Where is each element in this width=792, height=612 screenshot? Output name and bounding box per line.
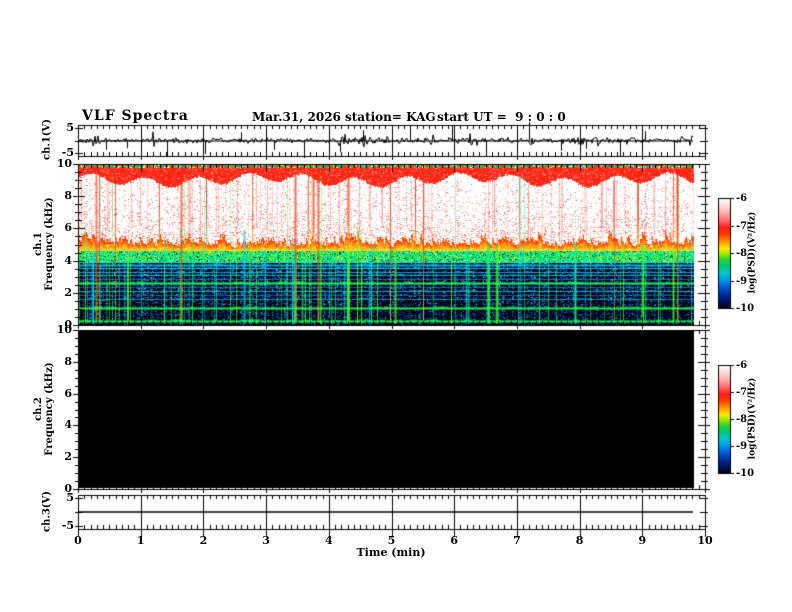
y-tick-label: 8: [64, 355, 72, 368]
x-tick-label: 6: [450, 534, 459, 547]
ch1-label-line2: Frequency (kHz): [44, 197, 55, 291]
colorbar-tick-label: -6: [736, 193, 748, 204]
colorbar-tick-label: -9: [736, 276, 748, 287]
ch2-spectrogram-ylabel: ch.2 Frequency (kHz): [33, 349, 55, 469]
y-tick-label: 4: [64, 254, 72, 267]
colorbar-tick-label: -7: [736, 221, 748, 232]
time-axis-label: Time (min): [356, 546, 426, 559]
x-tick-label: 5: [387, 534, 396, 547]
x-tick-label: 7: [513, 534, 521, 547]
y-tick-label: 8: [64, 189, 72, 202]
y-tick-label: 10: [56, 323, 72, 336]
colorbar-tick-label: -7: [736, 387, 748, 398]
y-tick-label: 0: [64, 482, 72, 495]
page-title: VLF Spectra: [82, 108, 189, 124]
station-label: station= KAG: [345, 110, 436, 124]
x-tick-label: 10: [697, 534, 713, 547]
y-tick-label: 0: [64, 318, 72, 331]
x-tick-label: 4: [324, 534, 333, 547]
y-tick-label: 10: [56, 157, 72, 170]
y-tick-label: 6: [64, 221, 72, 234]
ch1-spectrogram-ylabel: ch.1 Frequency (kHz): [33, 184, 55, 304]
x-tick-label: 9: [638, 534, 647, 547]
colorbar-tick-label: -8: [736, 248, 748, 259]
y-tick-label: 6: [64, 387, 72, 400]
colorbar-tick-label: -6: [736, 360, 748, 371]
y-tick-label: 5: [66, 491, 74, 504]
colorbar-tick-label: -8: [736, 414, 748, 425]
x-tick-label: 2: [199, 534, 208, 547]
ch1-label-line1: ch.1: [33, 232, 44, 256]
y-tick-label: 2: [64, 286, 72, 299]
x-tick-label: 8: [575, 534, 584, 547]
start-ut-label: start UT = 9 : 0 : 0: [437, 110, 566, 124]
ch2-label-line2: Frequency (kHz): [44, 362, 55, 456]
y-tick-label: 5: [66, 121, 74, 134]
y-tick-label: -5: [61, 146, 74, 159]
date-label: Mar.31, 2026: [252, 110, 341, 124]
x-tick-label: 0: [74, 534, 82, 547]
ch2-label-line1: ch.2: [33, 397, 44, 421]
y-tick-label: 4: [64, 418, 72, 431]
y-tick-label: -5: [61, 519, 74, 532]
colorbar-tick-label: -10: [736, 468, 755, 479]
y-tick-label: 2: [64, 450, 72, 463]
colorbar-tick-label: -10: [736, 303, 755, 314]
x-tick-label: 3: [262, 534, 270, 547]
colorbar-tick-label: -9: [736, 441, 748, 452]
x-tick-label: 1: [136, 534, 145, 547]
